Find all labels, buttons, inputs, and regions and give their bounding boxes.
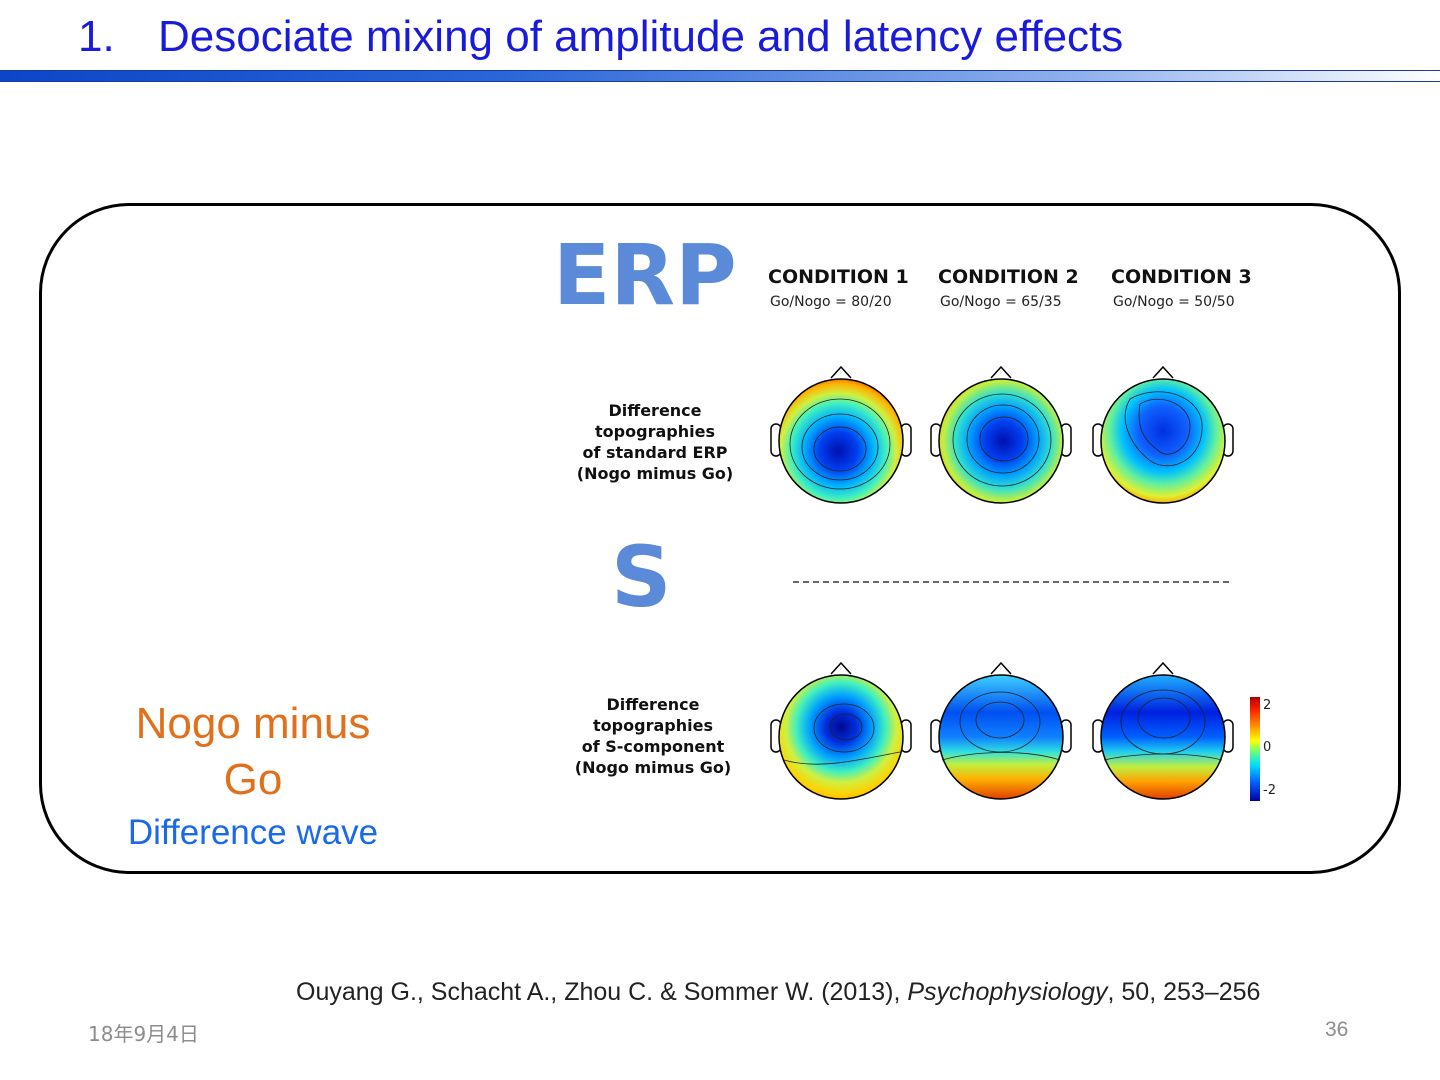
condition-3-name: CONDITION 3	[1111, 266, 1252, 288]
topomap-s-condition-2	[930, 661, 1072, 800]
condition-1-header: CONDITION 1 Go/Nogo = 80/20	[768, 266, 909, 310]
citation-journal: Psychophysiology	[907, 978, 1108, 1006]
citation-volume-pages: , 50, 253–256	[1107, 978, 1261, 1006]
caption-line-2: Go	[223, 755, 283, 804]
difference-wave-caption: Nogo minus Go Difference wave	[100, 696, 406, 856]
erp-row-label: Difference topographies of standard ERP …	[565, 400, 745, 484]
condition-2-header: CONDITION 2 Go/Nogo = 65/35	[938, 266, 1079, 310]
condition-1-ratio: Go/Nogo = 80/20	[770, 294, 892, 310]
citation: Ouyang G., Schacht A., Zhou C. & Sommer …	[296, 978, 1260, 1007]
erp-row-label-line: of standard ERP	[582, 443, 728, 462]
topomap-erp-condition-2	[930, 365, 1072, 504]
s-row-label-line: topographies	[593, 716, 713, 735]
figure-frame	[39, 203, 1401, 874]
slide-title-text: Desociate mixing of amplitude and latenc…	[158, 12, 1124, 61]
topomap-erp-condition-3	[1092, 365, 1234, 504]
slide-title-number: 1.	[78, 12, 115, 61]
colorbar-tick-min: -2	[1263, 783, 1276, 798]
caption-line-1: Nogo minus	[135, 699, 371, 748]
s-row-label-line: Difference	[606, 695, 700, 714]
condition-3-header: CONDITION 3 Go/Nogo = 50/50	[1111, 266, 1252, 310]
erp-row-label-line: (Nogo mimus Go)	[576, 464, 734, 483]
condition-1-name: CONDITION 1	[768, 266, 909, 288]
slide-date: 18年9月4日	[88, 1022, 199, 1046]
s-row-label-line: of S-component	[581, 737, 725, 756]
title-underline	[0, 70, 1440, 82]
slide-page-number: 36	[1325, 1018, 1349, 1041]
s-heading: S	[611, 528, 672, 626]
condition-2-ratio: Go/Nogo = 65/35	[940, 294, 1062, 310]
topomap-s-condition-3	[1092, 661, 1234, 800]
topomap-s-condition-1	[770, 661, 912, 800]
slide-title: 1. Desociate mixing of amplitude and late…	[78, 12, 1123, 62]
colorbar	[1250, 697, 1260, 801]
colorbar-tick-zero: 0	[1263, 740, 1272, 755]
erp-heading: ERP	[553, 226, 737, 324]
s-row-label-line: (Nogo mimus Go)	[574, 758, 732, 777]
row-separator-dashed	[793, 581, 1229, 583]
colorbar-tick-max: 2	[1263, 698, 1272, 713]
topomap-erp-condition-1	[770, 365, 912, 504]
s-row-label: Difference topographies of S-component (…	[563, 694, 743, 778]
condition-2-name: CONDITION 2	[938, 266, 1079, 288]
citation-authors: Ouyang G., Schacht A., Zhou C. & Sommer …	[296, 978, 908, 1006]
erp-row-label-line: Difference	[608, 401, 702, 420]
caption-line-3: Difference wave	[127, 813, 379, 852]
condition-3-ratio: Go/Nogo = 50/50	[1113, 294, 1235, 310]
erp-row-label-line: topographies	[595, 422, 715, 441]
